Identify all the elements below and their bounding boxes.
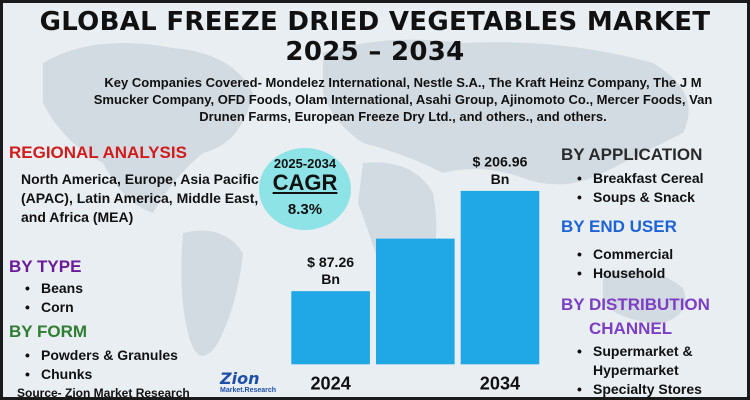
- bar-2: [460, 190, 540, 365]
- list-item: Corn: [21, 298, 83, 317]
- by-form-heading: BY FORM: [9, 322, 88, 341]
- data-label-2-1: Bn: [491, 171, 510, 187]
- title-line-2: 2025 – 2034: [285, 37, 465, 67]
- regional-analysis-text: North America, Europe, Asia Pacific (APA…: [21, 171, 259, 225]
- data-label-0-0: $ 87.26: [307, 254, 354, 270]
- by-form-list: Powders & Granules Chunks: [21, 346, 178, 384]
- cagr-value: 8.3%: [287, 201, 323, 218]
- data-label-0-1: Bn: [321, 271, 340, 287]
- x-tick-label-0: 2024: [310, 373, 350, 393]
- by-distribution-heading: BY DISTRIBUTION CHANNEL: [561, 293, 710, 341]
- bar-1: [375, 238, 455, 365]
- source-text: Source- Zion Market Research: [17, 386, 190, 400]
- list-item: Beans: [21, 279, 83, 298]
- by-type-heading: BY TYPE: [9, 257, 82, 276]
- by-end-user-heading: BY END USER: [561, 217, 677, 236]
- list-item: Chunks: [21, 365, 178, 384]
- bar-0: [291, 291, 370, 365]
- logo-name: Zion: [220, 369, 260, 388]
- list-item: Household: [573, 264, 673, 283]
- by-distribution-heading-line-1: BY DISTRIBUTION: [561, 295, 710, 314]
- by-distribution-list: Supermarket & Hypermarket Specialty Stor…: [573, 342, 743, 397]
- by-application-heading: BY APPLICATION: [561, 145, 703, 164]
- title-line-1: GLOBAL FREEZE DRIED VEGETABLES MARKET: [39, 7, 711, 37]
- list-item: Specialty Stores: [573, 380, 743, 397]
- list-item: Powders & Granules: [21, 346, 178, 365]
- data-label-2-0: $ 206.96: [473, 154, 528, 170]
- logo-sub: Market.Research: [220, 387, 277, 394]
- list-item: Breakfast Cereal: [573, 169, 704, 188]
- cagr-label: CAGR: [272, 170, 338, 195]
- by-distribution-heading-line-2: CHANNEL: [589, 319, 673, 338]
- list-item: Soups & Snack: [573, 188, 704, 207]
- cagr-bubble: 2025-2034 CAGR 8.3%: [259, 148, 351, 230]
- by-application-list: Breakfast Cereal Soups & Snack: [573, 169, 704, 207]
- list-item: Supermarket & Hypermarket: [573, 342, 743, 380]
- zion-logo: Zion Market.Research: [220, 369, 277, 395]
- page-title: GLOBAL FREEZE DRIED VEGETABLES MARKET 20…: [3, 7, 747, 67]
- key-companies-text: Key Companies Covered- Mondelez Internat…: [93, 75, 713, 124]
- by-end-user-list: Commercial Household: [573, 245, 673, 283]
- by-type-list: Beans Corn: [21, 279, 83, 317]
- x-tick-label-2: 2034: [480, 373, 520, 393]
- regional-analysis-heading: REGIONAL ANALYSIS: [9, 143, 187, 162]
- cagr-years: 2025-2034: [273, 156, 337, 171]
- list-item: Commercial: [573, 245, 673, 264]
